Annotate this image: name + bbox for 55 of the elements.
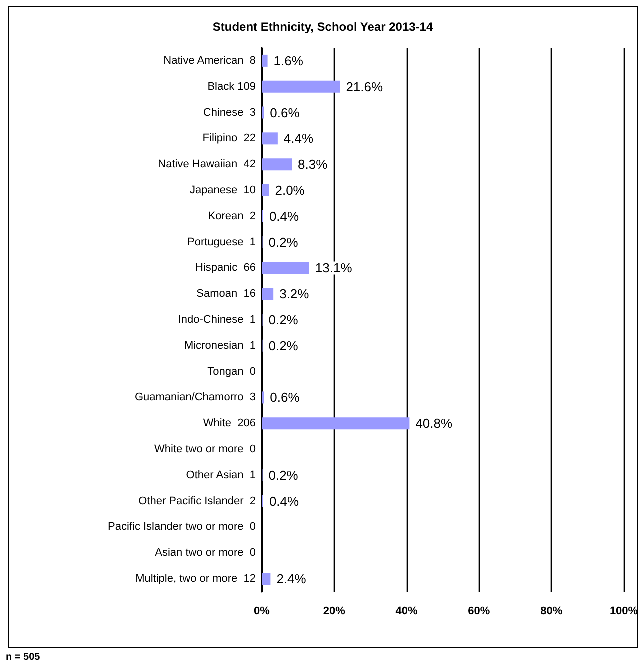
x-tick-label: 40% bbox=[396, 606, 418, 618]
text: n = 505 bbox=[6, 652, 40, 663]
y-tick-label: Chinese 3 bbox=[203, 106, 256, 119]
y-tick-label: Indo-Chinese 1 bbox=[178, 314, 256, 326]
bar bbox=[262, 418, 410, 430]
x-tick-label: 60% bbox=[468, 606, 490, 618]
chart-title: Student Ethnicity, School Year 2013-14 bbox=[212, 20, 434, 34]
data-label: 2.4% bbox=[276, 572, 307, 587]
y-tick-label: Native Hawaiian 42 bbox=[158, 158, 256, 171]
y-tick-label: Filipino 22 bbox=[202, 132, 256, 145]
data-label: 40.8% bbox=[416, 416, 453, 432]
bar bbox=[262, 80, 340, 93]
data-label: 0.6% bbox=[270, 105, 300, 120]
data-label: 0.4% bbox=[269, 208, 300, 224]
y-tick-label: Asian two or more 0 bbox=[155, 547, 256, 560]
y-tick-label: Other Asian 1 bbox=[186, 469, 256, 482]
data-label: 1.6% bbox=[274, 53, 304, 68]
y-tick-label: White 206 bbox=[203, 418, 256, 430]
data-label: 8.3% bbox=[298, 157, 328, 172]
x-tick-label: 100% bbox=[610, 606, 638, 618]
bar bbox=[262, 573, 271, 586]
y-tick-label: Hispanic 66 bbox=[195, 262, 256, 274]
y-tick-label: Native American 8 bbox=[164, 54, 256, 67]
y-tick-label: White two or more 0 bbox=[154, 444, 256, 456]
data-label: 0.2% bbox=[268, 312, 299, 328]
y-tick-label: Guamanian/Chamorro 3 bbox=[134, 392, 256, 404]
y-tick-label: Black 109 bbox=[208, 80, 256, 93]
data-label: 13.1% bbox=[315, 260, 353, 276]
x-tick-label: 80% bbox=[540, 606, 563, 618]
bar bbox=[262, 54, 268, 67]
y-tick-label: Japanese 10 bbox=[190, 184, 256, 196]
y-tick-label: Portuguese 1 bbox=[188, 236, 256, 248]
bar bbox=[262, 288, 274, 300]
data-label: 0.6% bbox=[270, 390, 300, 406]
bar bbox=[262, 184, 270, 196]
data-label: 2.0% bbox=[275, 182, 306, 198]
y-tick-label: Tongan 0 bbox=[208, 366, 256, 378]
data-label: 21.6% bbox=[346, 79, 384, 94]
bar bbox=[262, 158, 292, 171]
data-label: 0.2% bbox=[268, 234, 299, 250]
bar bbox=[262, 132, 278, 145]
y-tick-label: Micronesian 1 bbox=[184, 340, 256, 352]
y-tick-label: Korean 2 bbox=[208, 210, 256, 222]
data-label: 3.2% bbox=[280, 286, 310, 302]
y-tick-label: Other Pacific Islander 2 bbox=[138, 495, 256, 508]
data-label: 0.2% bbox=[268, 468, 299, 483]
x-tick-label: 0% bbox=[254, 606, 270, 618]
y-tick-label: Samoan 16 bbox=[196, 288, 256, 300]
x-tick-label: 20% bbox=[323, 606, 346, 618]
bar bbox=[262, 262, 310, 274]
y-tick-label: Multiple, two or more 12 bbox=[136, 573, 256, 586]
y-tick-label: Pacific Islander two or more 0 bbox=[108, 521, 256, 534]
data-label: 0.4% bbox=[269, 494, 300, 509]
data-label: 0.2% bbox=[268, 338, 299, 354]
data-label: 4.4% bbox=[284, 131, 314, 146]
